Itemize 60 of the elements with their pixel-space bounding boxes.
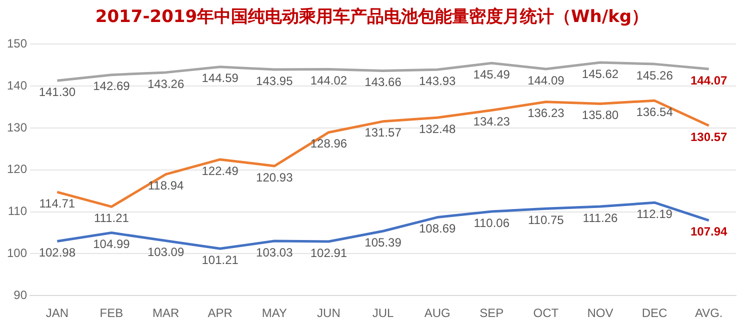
data-label: 108.69 — [418, 222, 456, 236]
data-label: 103.09 — [147, 245, 184, 260]
x-tick-label: AUG — [424, 306, 450, 320]
y-tick-label: 100 — [6, 246, 28, 260]
x-tick-label: APR — [208, 306, 233, 320]
data-label: 145.62 — [582, 66, 619, 81]
data-label: 130.57 — [690, 130, 728, 144]
data-label: 135.80 — [582, 108, 619, 122]
x-tick-label: JUN — [317, 306, 340, 320]
chart-title: 2017-2019年中国纯电动乘用车产品电池包能量密度月统计（Wh/kg） — [94, 6, 650, 29]
y-tick-label: 120 — [6, 162, 28, 176]
x-tick-label: NOV — [587, 306, 614, 320]
data-label: 128.96 — [310, 136, 348, 151]
x-tick-label: MAY — [262, 306, 287, 320]
y-tick-label: 140 — [6, 78, 28, 92]
x-tick-label: OCT — [533, 306, 560, 320]
y-tick-label: 90 — [14, 288, 28, 302]
data-label: 112.19 — [636, 206, 673, 221]
data-label: 142.69 — [93, 79, 130, 94]
data-label: 102.98 — [38, 246, 76, 260]
x-tick-label: JAN — [46, 306, 69, 320]
data-label: 144.02 — [310, 74, 348, 88]
data-label: 114.71 — [39, 196, 76, 210]
data-label: 144.59 — [202, 71, 239, 86]
data-label: 145.26 — [636, 68, 674, 82]
x-tick-label: DEC — [642, 306, 668, 320]
data-label: 143.26 — [147, 76, 184, 91]
x-tick-label: FEB — [100, 306, 124, 320]
y-tick-label: 150 — [6, 36, 28, 51]
data-label: 107.94 — [690, 224, 728, 239]
data-label: 105.39 — [364, 235, 402, 250]
data-label: 103.03 — [256, 245, 294, 260]
data-label: 136.54 — [636, 104, 674, 119]
data-label: 141.30 — [38, 84, 76, 99]
data-label: 143.95 — [256, 74, 294, 88]
data-label: 120.93 — [256, 170, 294, 184]
data-label: 136.23 — [528, 106, 565, 120]
data-label: 118.94 — [148, 178, 184, 193]
y-tick-label: 110 — [8, 204, 28, 218]
data-label: 134.23 — [473, 114, 510, 129]
y-tick-label: 130 — [6, 120, 28, 134]
data-label: 111.26 — [582, 210, 618, 225]
data-label: 111.21 — [94, 211, 130, 226]
data-label: 143.66 — [364, 75, 402, 90]
data-label: 143.93 — [418, 74, 456, 88]
x-tick-label: JUL — [372, 306, 394, 320]
data-label: 110.06 — [474, 216, 510, 230]
data-label: 144.07 — [690, 73, 728, 88]
data-label: 145.49 — [473, 67, 510, 82]
data-label: 144.09 — [528, 73, 565, 88]
data-label: 104.99 — [93, 237, 130, 252]
data-label: 131.57 — [364, 126, 402, 140]
x-tick-label: SEP — [480, 306, 504, 320]
data-label: 102.91 — [310, 246, 348, 260]
data-label: 101.21 — [202, 252, 239, 267]
x-tick-label: MAR — [152, 306, 180, 320]
data-label: 132.48 — [418, 122, 456, 136]
x-tick-label: AVG. — [694, 306, 723, 320]
data-label: 110.75 — [528, 212, 564, 227]
data-label: 122.49 — [202, 164, 239, 178]
